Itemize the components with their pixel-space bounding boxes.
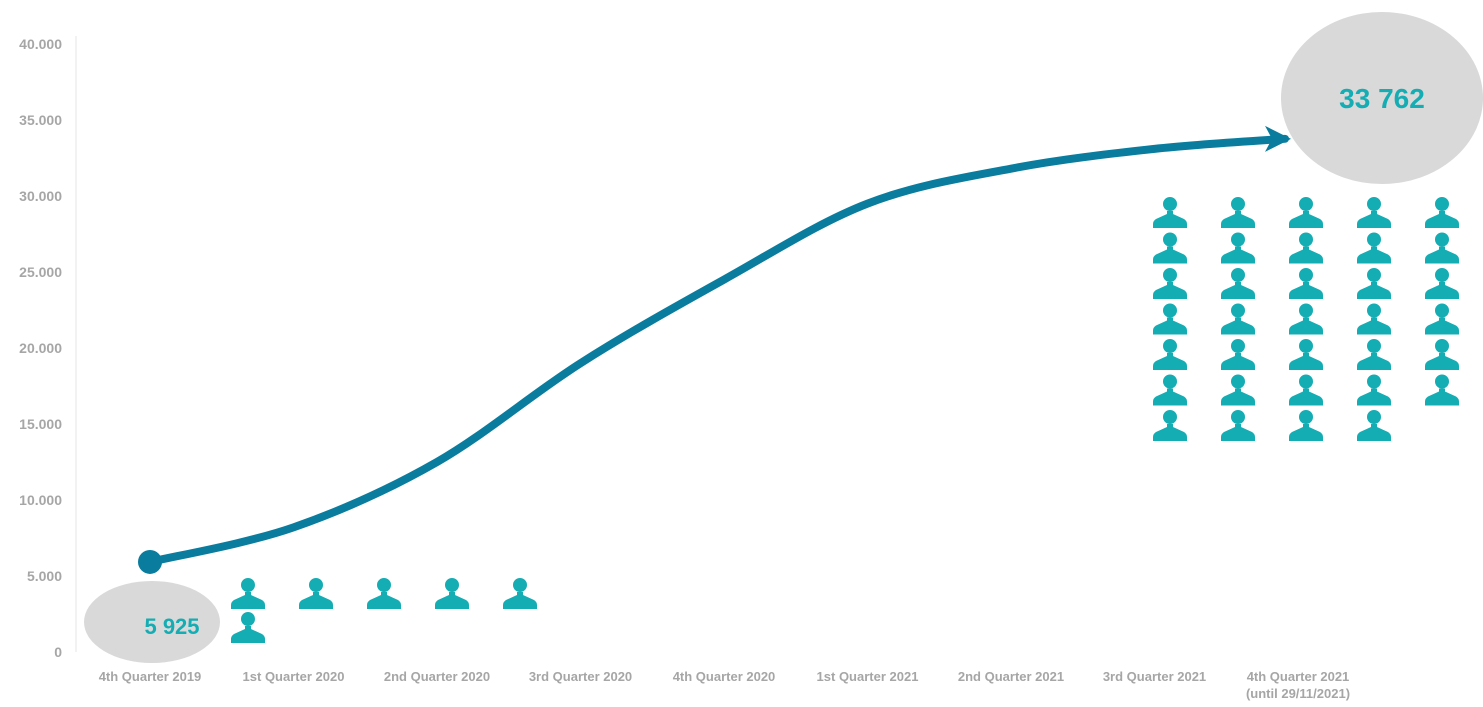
series-line-path <box>146 134 1289 566</box>
x-tick-label: 2nd Quarter 2020 <box>384 669 490 684</box>
x-tick-label: 1st Quarter 2021 <box>817 669 919 684</box>
y-tick-label: 10.000 <box>19 492 62 508</box>
person-icon-groups <box>231 197 1459 643</box>
y-tick-label: 5.000 <box>27 568 62 584</box>
person-icon <box>1425 303 1459 335</box>
person-icon <box>1289 232 1323 264</box>
person-icon <box>1357 268 1391 299</box>
person-icon <box>1153 303 1187 335</box>
person-icon <box>1357 303 1391 335</box>
start-point-marker <box>138 549 162 574</box>
person-icon <box>1425 374 1459 406</box>
person-icon <box>1221 197 1255 228</box>
person-icon <box>1153 374 1187 406</box>
person-icon <box>1221 268 1255 299</box>
person-icon <box>1357 197 1391 228</box>
x-tick-label: 4th Quarter 2019 <box>99 669 202 684</box>
person-icon <box>1289 339 1323 370</box>
person-icon <box>1289 374 1323 406</box>
x-tick-label: 2nd Quarter 2021 <box>958 669 1064 684</box>
y-tick-label: 35.000 <box>19 112 62 128</box>
end-value-label: 33 762 <box>1339 83 1425 114</box>
person-icon <box>1289 410 1323 441</box>
person-icon <box>231 578 265 609</box>
y-tick-label: 0 <box>54 644 62 660</box>
y-tick-label: 25.000 <box>19 264 62 280</box>
person-icon <box>503 578 537 609</box>
person-icon <box>1221 303 1255 335</box>
person-icon <box>1153 197 1187 228</box>
start-value-bubble <box>84 581 220 663</box>
x-tick-label: 1st Quarter 2020 <box>243 669 345 684</box>
person-icon <box>1221 339 1255 370</box>
person-icon <box>1289 268 1323 299</box>
person-icon <box>1357 339 1391 370</box>
person-icon <box>299 578 333 609</box>
value-labels: 5 925 33 762 <box>144 83 1424 639</box>
person-icon <box>1425 268 1459 299</box>
y-tick-label: 40.000 <box>19 36 62 52</box>
x-tick-label: 3rd Quarter 2021 <box>1103 669 1206 684</box>
series-line <box>138 125 1291 574</box>
person-icon <box>1289 197 1323 228</box>
end-value-bubble <box>1281 12 1483 184</box>
arrow-head <box>1265 125 1291 152</box>
person-icon <box>1153 339 1187 370</box>
person-icon <box>435 578 469 609</box>
person-icon <box>231 612 265 643</box>
y-tick-label: 20.000 <box>19 340 62 356</box>
person-icon <box>367 578 401 609</box>
person-icon <box>1153 410 1187 441</box>
axes: 0 5.000 10.000 15.000 20.000 25.000 30.000 35.0… <box>19 36 1350 701</box>
person-icon <box>1153 268 1187 299</box>
person-icon <box>1153 232 1187 264</box>
person-icon <box>1357 374 1391 406</box>
start-value-label: 5 925 <box>144 614 199 639</box>
x-tick-label: 3rd Quarter 2020 <box>529 669 632 684</box>
person-icon <box>1425 197 1459 228</box>
person-icon <box>1221 232 1255 264</box>
person-icon <box>1357 232 1391 264</box>
y-tick-label: 15.000 <box>19 416 62 432</box>
person-icon <box>1289 303 1323 335</box>
x-tick-label: 4th Quarter 2020 <box>673 669 776 684</box>
person-icon <box>1425 232 1459 264</box>
x-tick-label: 4th Quarter 2021 (until 29/11/2021) <box>1246 669 1350 701</box>
person-icon <box>1221 410 1255 441</box>
person-icon <box>1221 374 1255 406</box>
person-icon <box>1425 339 1459 370</box>
y-tick-label: 30.000 <box>19 188 62 204</box>
value-bubbles <box>84 12 1483 663</box>
person-icon <box>1357 410 1391 441</box>
